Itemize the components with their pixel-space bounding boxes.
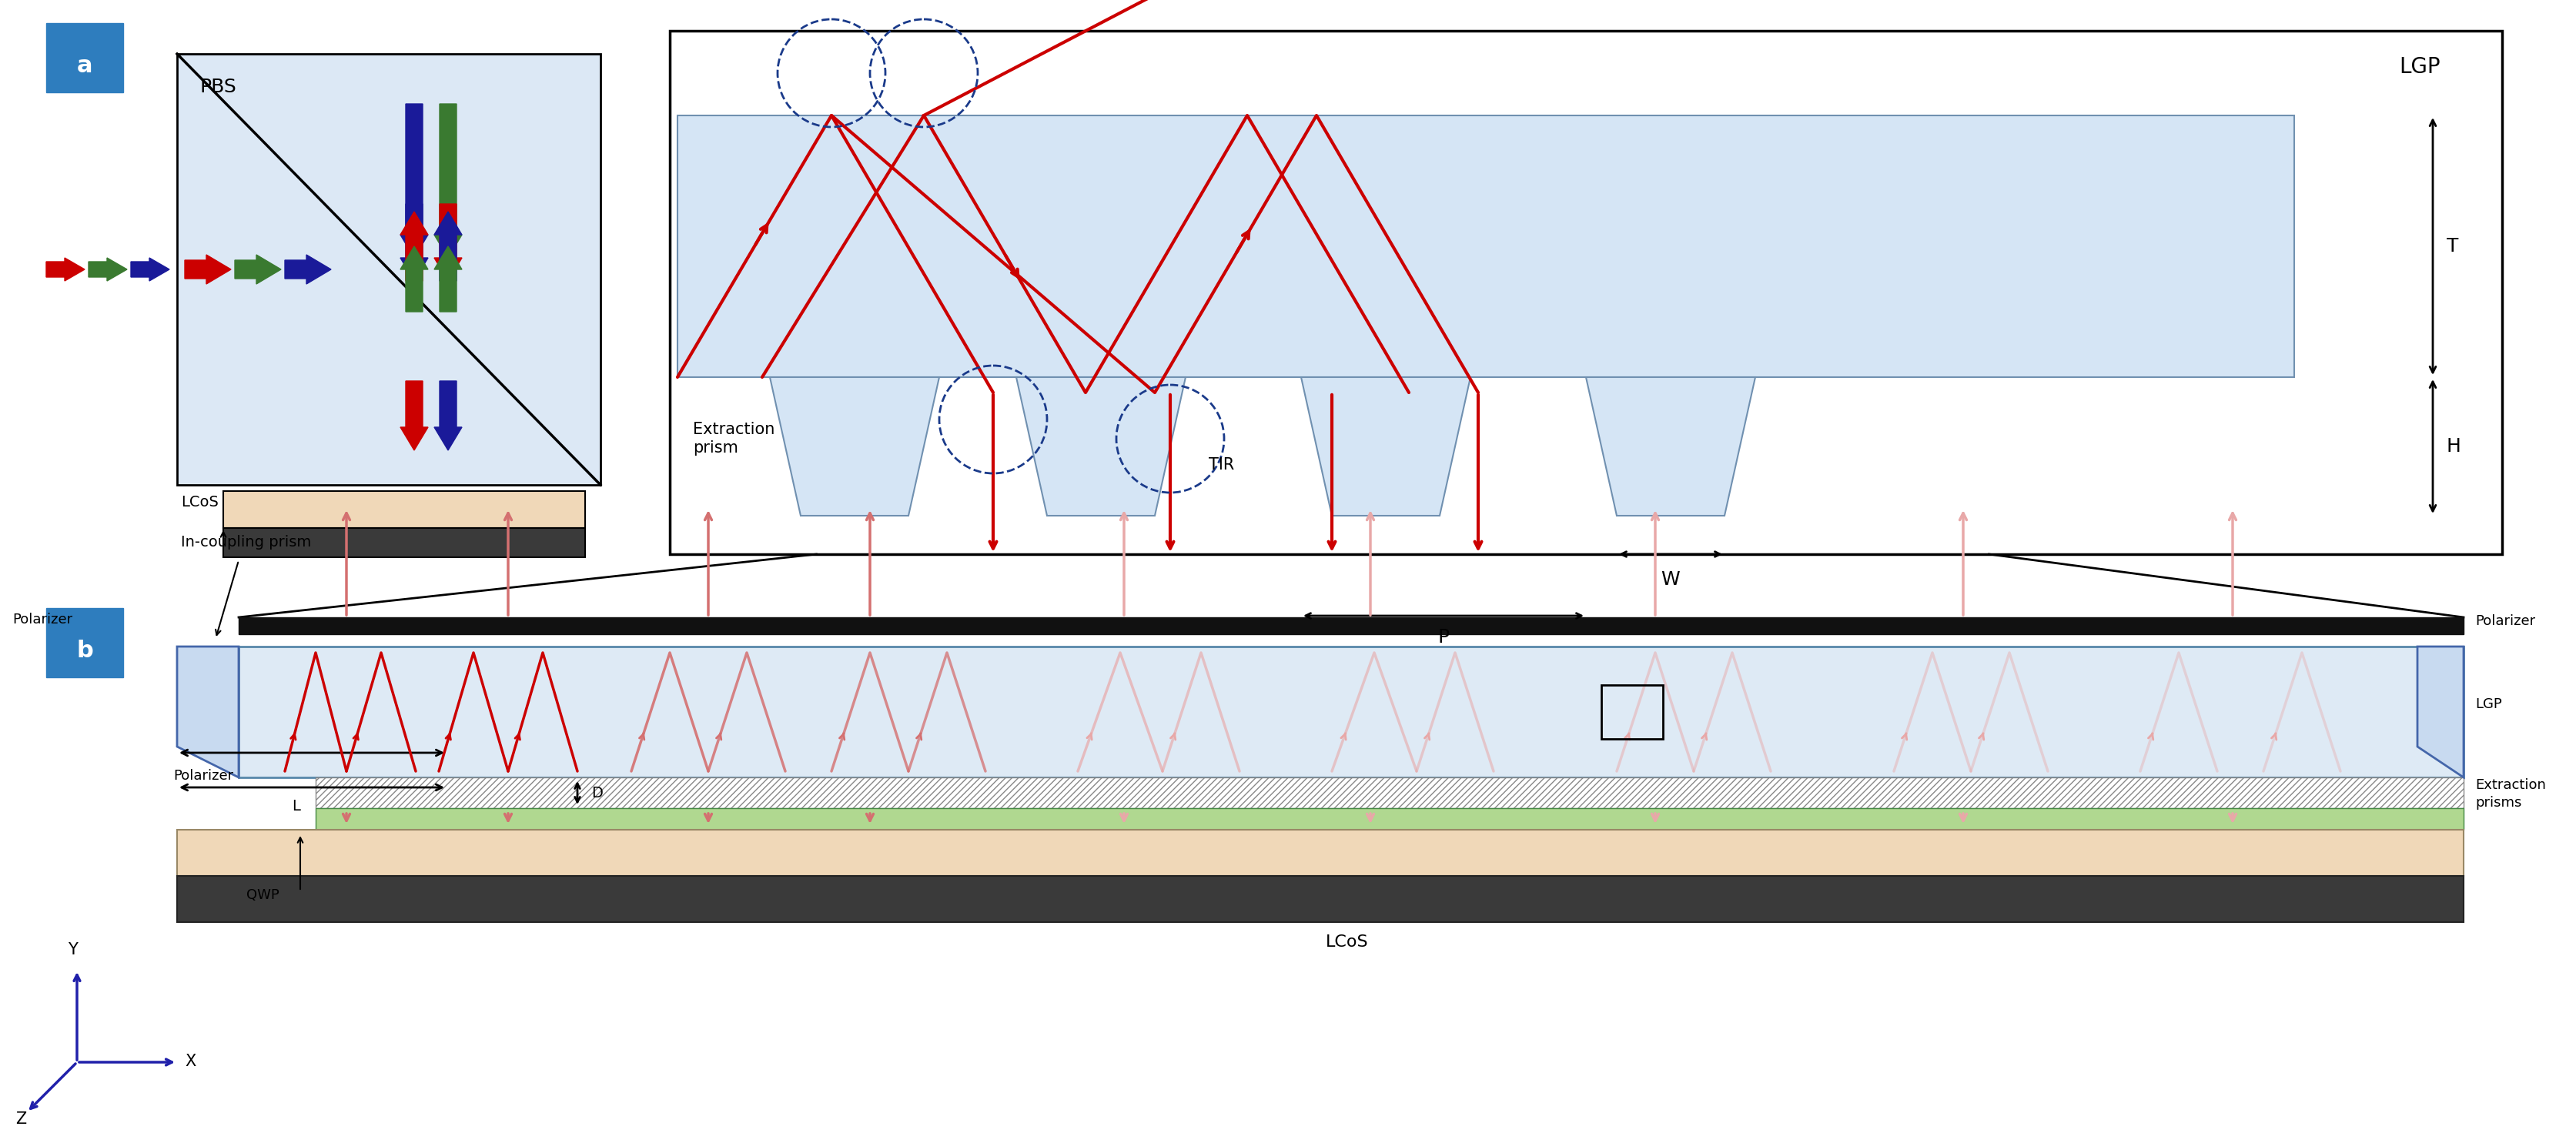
Text: L: L xyxy=(291,799,301,814)
Text: W: W xyxy=(1662,570,1680,589)
Bar xyxy=(677,115,2295,377)
FancyArrow shape xyxy=(234,255,281,283)
Bar xyxy=(46,608,124,678)
Bar xyxy=(317,777,2463,808)
Text: a: a xyxy=(77,54,93,77)
Text: X: X xyxy=(185,1054,196,1069)
Polygon shape xyxy=(1301,377,1471,515)
Polygon shape xyxy=(2416,647,2463,777)
FancyArrow shape xyxy=(185,255,232,283)
FancyArrow shape xyxy=(286,255,332,283)
FancyArrow shape xyxy=(435,381,461,450)
FancyArrow shape xyxy=(88,258,126,281)
Text: LGP: LGP xyxy=(2476,697,2501,711)
Bar xyxy=(224,528,585,558)
FancyArrow shape xyxy=(399,381,428,450)
Bar xyxy=(670,31,2501,554)
Bar xyxy=(178,876,2463,922)
FancyArrow shape xyxy=(399,203,428,281)
Polygon shape xyxy=(1587,377,1754,515)
Text: Polarizer: Polarizer xyxy=(2476,614,2535,628)
FancyArrow shape xyxy=(399,104,428,258)
Text: PBS: PBS xyxy=(201,78,237,96)
Text: TIR: TIR xyxy=(1208,457,1234,472)
Text: D: D xyxy=(592,785,603,800)
Text: b: b xyxy=(77,639,93,662)
FancyArrow shape xyxy=(435,203,461,281)
Text: Z: Z xyxy=(15,1111,26,1127)
Polygon shape xyxy=(178,647,240,777)
Bar xyxy=(240,647,2463,777)
Text: Polarizer: Polarizer xyxy=(173,769,234,783)
Text: In-coupling prism: In-coupling prism xyxy=(180,535,312,550)
Polygon shape xyxy=(770,377,940,515)
FancyArrow shape xyxy=(399,211,428,281)
Bar xyxy=(178,830,2463,876)
Text: Extraction
prism: Extraction prism xyxy=(693,422,775,455)
Text: Y: Y xyxy=(67,942,77,958)
Text: H: H xyxy=(2447,437,2460,456)
FancyArrow shape xyxy=(46,258,85,281)
Polygon shape xyxy=(1018,377,1185,515)
FancyArrow shape xyxy=(399,246,428,312)
FancyArrow shape xyxy=(435,211,461,281)
FancyArrow shape xyxy=(435,246,461,312)
Bar xyxy=(1602,685,1664,738)
Text: LCoS: LCoS xyxy=(180,495,219,510)
Bar xyxy=(178,54,600,485)
Text: Extraction: Extraction xyxy=(2476,778,2545,792)
Text: prisms: prisms xyxy=(2476,796,2522,809)
Text: Polarizer: Polarizer xyxy=(13,613,72,626)
Bar xyxy=(317,808,2463,830)
Text: T: T xyxy=(2447,237,2458,256)
Bar xyxy=(224,491,585,528)
FancyArrow shape xyxy=(435,104,461,258)
Text: QWP: QWP xyxy=(247,888,278,902)
Bar xyxy=(46,23,124,93)
Text: P: P xyxy=(1437,628,1450,647)
Bar xyxy=(240,617,2463,634)
Text: LCoS: LCoS xyxy=(1327,935,1368,950)
FancyArrow shape xyxy=(131,258,170,281)
Text: LGP: LGP xyxy=(2398,56,2439,78)
